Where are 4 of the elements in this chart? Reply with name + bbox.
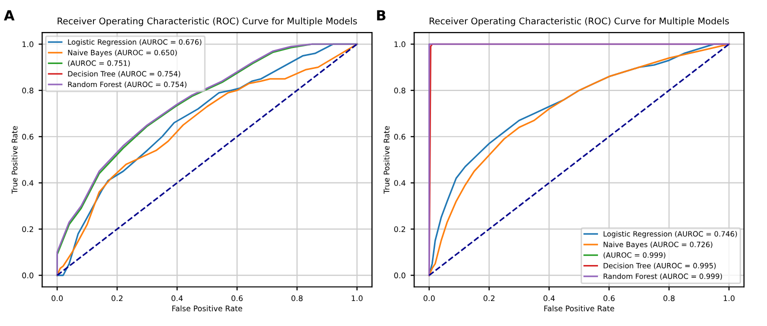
text: B [377,10,386,20]
chart-title: Receiver Operating Characteristic (ROC) Curve for Multiple Models [430,17,729,26]
text: A [4,10,15,20]
chart-title: Receiver Operating Characteristic (ROC) Curve for Multiple Models [58,17,357,26]
